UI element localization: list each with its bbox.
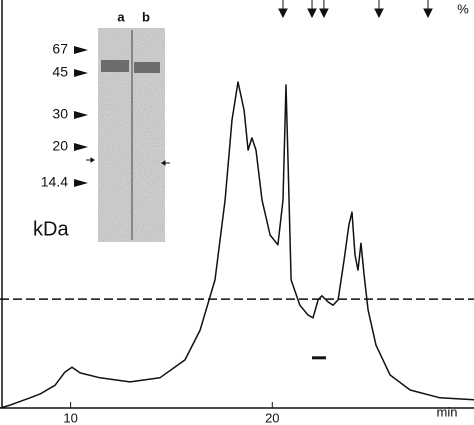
fraction-arrow: [307, 0, 317, 19]
marker-label: 67: [52, 41, 68, 57]
lane-label: b: [142, 9, 150, 24]
gel-band: [134, 62, 160, 73]
fraction-arrow: [278, 0, 288, 19]
trace: [0, 81, 474, 409]
fraction-arrow: [374, 0, 384, 19]
fraction-arrow: [423, 0, 433, 19]
fraction-bar: [312, 356, 326, 360]
x-axis-label: min: [437, 404, 458, 419]
x-tick-label: 20: [265, 410, 279, 425]
marker-label: 20: [52, 138, 68, 154]
marker-label: 14.4: [41, 174, 68, 190]
gel-band: [101, 60, 129, 72]
lane-label: a: [117, 9, 125, 24]
unit-label: kDa: [33, 218, 69, 240]
marker-arrows: [74, 46, 170, 187]
marker-label: 30: [52, 106, 68, 122]
fraction-arrow: [319, 0, 329, 19]
marker-label: 45: [52, 64, 68, 80]
x-tick-label: 10: [63, 410, 77, 425]
gel-inset: a b 67 45 30 20 14.4 kDa: [33, 9, 170, 242]
y-axis-label: %: [457, 1, 469, 16]
